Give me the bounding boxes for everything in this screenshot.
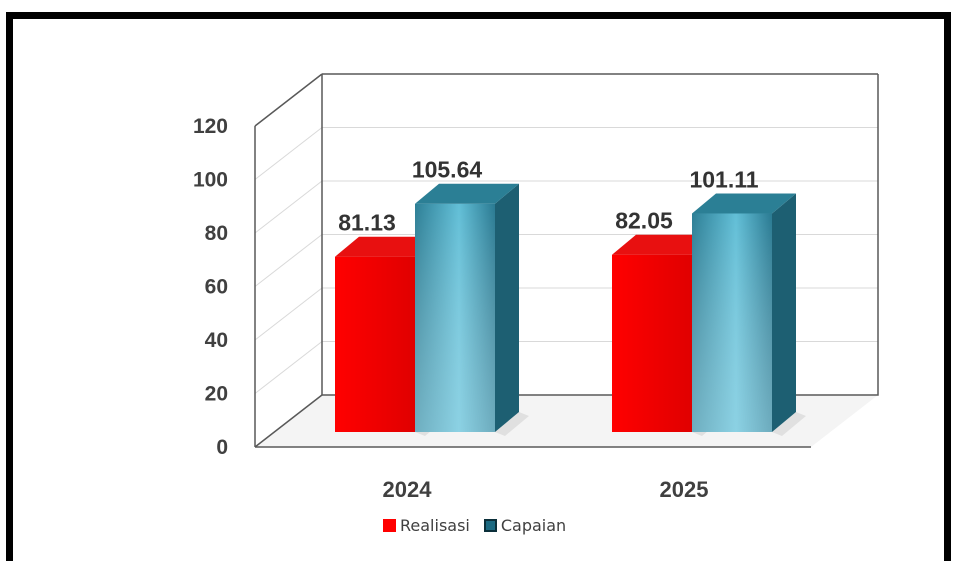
legend-label-realisasi: Realisasi	[400, 516, 470, 535]
bar-capaian-2025-side	[772, 193, 796, 432]
x-tick-label: 2025	[660, 477, 709, 502]
legend-item-capaian: Capaian	[483, 516, 567, 535]
data-label: 81.13	[338, 210, 396, 236]
bar-capaian-2024-highlight	[415, 203, 495, 432]
gridline-side	[254, 180, 323, 234]
legend-swatch-realisasi	[383, 519, 396, 532]
bar-capaian-2024-side	[495, 183, 519, 432]
chart-frame	[6, 12, 951, 561]
side-wall-bottom	[254, 394, 323, 448]
back-wall	[321, 74, 879, 396]
gridline-side	[254, 234, 323, 287]
y-tick-label: 40	[205, 329, 228, 352]
bar-realisasi-2025	[612, 254, 692, 432]
y-tick-label: 60	[205, 276, 228, 299]
x-tick-label: 2024	[383, 477, 433, 502]
bar-realisasi-2025-top	[612, 234, 716, 255]
data-label: 101.11	[689, 167, 758, 193]
gridline-side	[254, 341, 323, 394]
bar-capaian-2025-highlight	[692, 213, 772, 432]
bar-capaian-2025-top	[692, 193, 796, 214]
legend-item-realisasi: Realisasi	[383, 516, 470, 535]
y-tick-label: 0	[216, 436, 228, 459]
bar-capaian-2024-shadow	[495, 412, 529, 436]
legend-label-capaian: Capaian	[500, 516, 567, 535]
bar-capaian-2025-shadow	[772, 412, 806, 436]
chart-legend: Realisasi Capaian	[383, 516, 580, 535]
data-label: 105.64	[412, 157, 483, 183]
y-tick-label: 100	[193, 169, 228, 192]
y-tick-label: 80	[205, 222, 228, 245]
gridline-side	[254, 127, 323, 180]
y-tick-label: 20	[205, 383, 228, 406]
side-wall-top	[254, 73, 323, 127]
bar-realisasi-2024	[335, 256, 415, 432]
bar-capaian-2024-top	[415, 183, 519, 204]
bar-realisasi-2024-top	[335, 236, 439, 257]
gridline-side	[254, 287, 323, 341]
y-tick-label: 120	[193, 115, 228, 138]
data-label: 82.05	[615, 208, 673, 234]
legend-swatch-capaian	[483, 519, 497, 532]
